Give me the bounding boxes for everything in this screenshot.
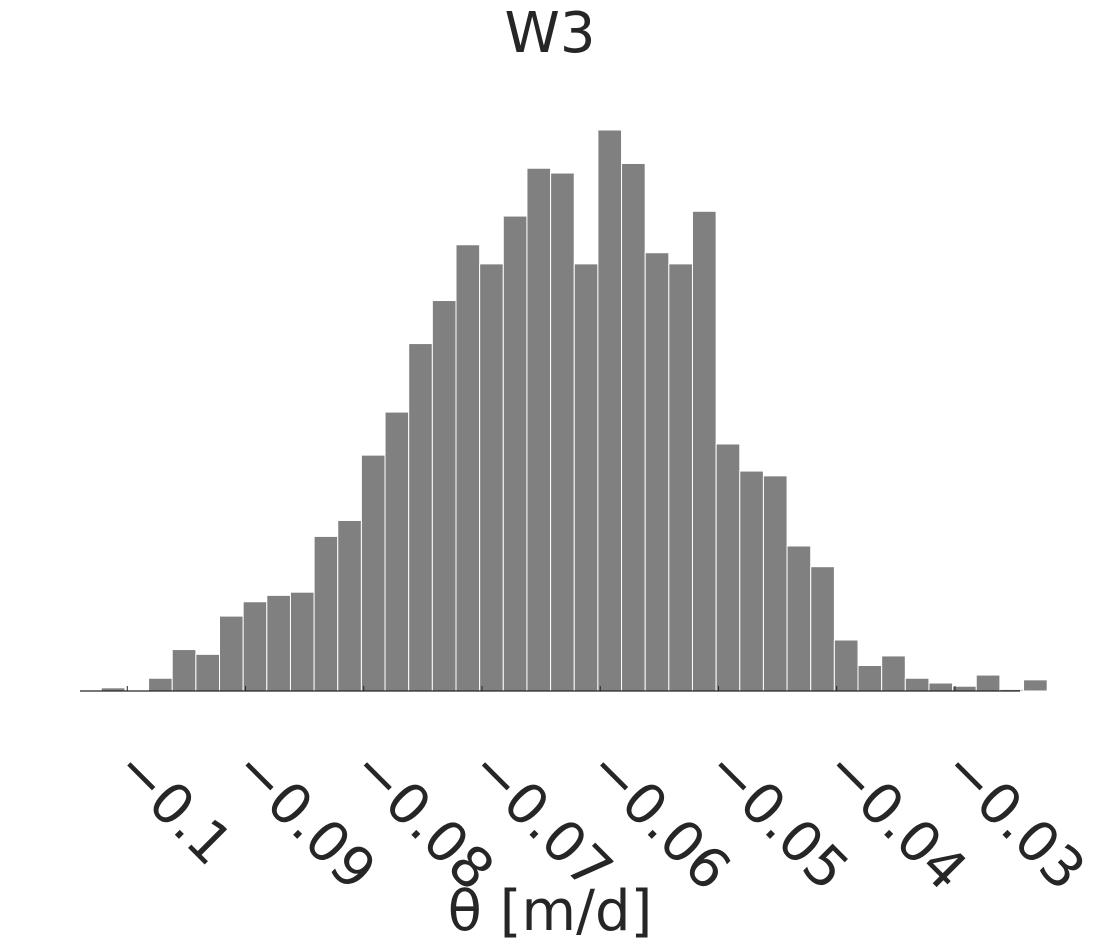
histogram-bar — [408, 343, 433, 692]
x-ticks-group: −0.1−0.09−0.08−0.07−0.06−0.05−0.04−0.03 — [102, 686, 1097, 903]
histogram-bar — [337, 519, 362, 692]
histogram-bar — [479, 263, 504, 692]
histogram-bar — [833, 639, 859, 692]
histogram-bar — [904, 677, 930, 692]
histogram-bar — [313, 535, 339, 692]
histogram-bar — [360, 454, 386, 692]
histogram-bar — [242, 601, 268, 692]
histogram-bar — [715, 443, 741, 692]
histogram-bar — [762, 475, 788, 692]
histogram-bar — [597, 129, 623, 692]
histogram-bar — [928, 682, 954, 692]
histogram-bar — [857, 665, 883, 692]
histogram-bar — [384, 411, 410, 692]
x-tick-label: −0.1 — [102, 736, 244, 878]
histogram-bar — [668, 263, 693, 692]
histogram-bar — [219, 615, 244, 692]
histogram-bar — [1023, 679, 1048, 692]
histogram-bar — [550, 172, 575, 692]
histogram-bar — [266, 594, 291, 692]
histogram-bar — [881, 655, 906, 692]
histogram-bar — [289, 591, 315, 692]
histogram-bar — [502, 215, 528, 692]
histogram-bar — [975, 674, 1001, 692]
histogram-bar — [526, 167, 552, 692]
histogram-bar — [455, 244, 481, 692]
chart-title: W3 — [505, 1, 596, 66]
x-axis-label: θ [m/d] — [448, 879, 653, 944]
histogram-bar — [621, 162, 646, 692]
histogram-bar — [431, 300, 457, 692]
histogram-bar — [195, 653, 221, 692]
histogram-bar — [171, 649, 197, 692]
histogram-bar — [573, 263, 599, 692]
histogram-bar — [810, 566, 835, 692]
histogram-bar — [691, 210, 717, 692]
histogram-bar — [148, 677, 173, 692]
histogram-bar — [952, 685, 977, 692]
histogram-bar — [644, 252, 670, 692]
histogram-bar — [786, 545, 812, 692]
bars-group — [100, 129, 1048, 692]
histogram-bar — [739, 470, 764, 692]
